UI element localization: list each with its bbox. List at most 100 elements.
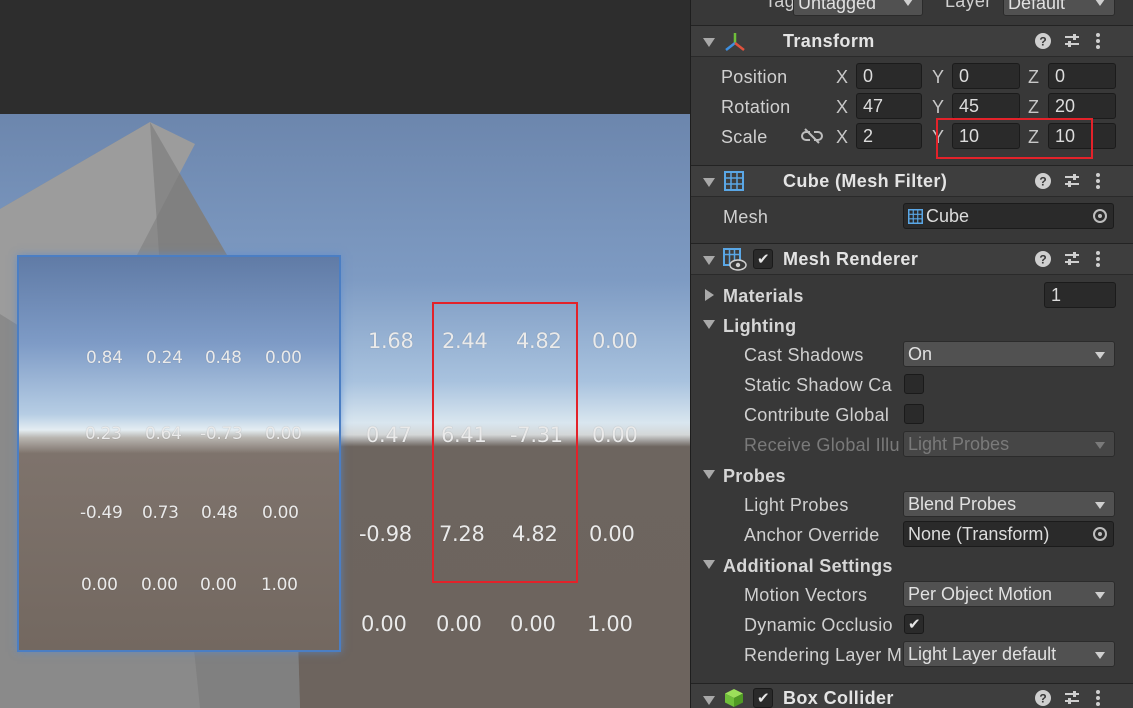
mesh-object-field[interactable]: Cube [903, 203, 1114, 229]
scene-top-bar [0, 0, 690, 114]
mesh-renderer-enabled-checkbox[interactable]: ✔ [753, 249, 773, 269]
collapse-triangle-icon[interactable] [703, 256, 715, 265]
scale-z-input[interactable]: 10 [1048, 123, 1116, 149]
checkmark-icon: ✔ [757, 690, 770, 707]
mesh-filter-header[interactable]: Cube (Mesh Filter) ? [691, 165, 1133, 197]
layer-value: Default [1008, 0, 1066, 13]
position-y-input[interactable]: 0 [952, 63, 1020, 89]
additional-settings-label[interactable]: Additional Settings [723, 556, 893, 576]
svg-text:?: ? [1039, 253, 1046, 267]
receive-gi-dropdown: Light Probes [903, 431, 1115, 457]
big-matrix-cell: 4.82 [516, 329, 562, 353]
motion-vectors-label: Motion Vectors [744, 585, 868, 605]
small-matrix-cell: 0.00 [200, 575, 237, 595]
collapse-triangle-icon[interactable] [703, 560, 715, 569]
cast-shadows-label: Cast Shadows [744, 345, 864, 365]
light-probes-dropdown[interactable]: Blend Probes [903, 491, 1115, 517]
static-shadow-checkbox[interactable] [904, 374, 924, 394]
object-picker-icon[interactable] [1093, 209, 1107, 223]
motion-vectors-dropdown[interactable]: Per Object Motion [903, 581, 1115, 607]
big-matrix-cell: 0.00 [361, 612, 407, 636]
scale-y-input[interactable]: 10 [952, 123, 1020, 149]
lighting-label[interactable]: Lighting [723, 316, 797, 336]
contribute-gi-checkbox[interactable] [904, 404, 924, 424]
mesh-renderer-icon [723, 248, 747, 277]
contribute-gi-label: Contribute Global [744, 405, 890, 425]
scale-x-axis-label[interactable]: X [836, 127, 849, 147]
more-options-icon[interactable] [1095, 689, 1101, 708]
tag-dropdown[interactable]: Untagged [793, 0, 923, 16]
collapse-triangle-icon[interactable] [703, 178, 715, 187]
position-z-input[interactable]: 0 [1048, 63, 1116, 89]
anchor-override-field[interactable]: None (Transform) [903, 521, 1114, 547]
layer-label: Layer [945, 0, 992, 11]
presets-icon[interactable] [1063, 32, 1081, 55]
scene-viewport[interactable]: 0.84 0.24 0.48 0.00 0.23 0.64 -0.73 0.00… [0, 114, 690, 708]
help-icon[interactable]: ? [1034, 689, 1052, 708]
big-matrix-cell: 0.00 [436, 612, 482, 636]
big-matrix-cell: 1.00 [587, 612, 633, 636]
mesh-renderer-title: Mesh Renderer [783, 249, 919, 269]
small-matrix-cell: 0.00 [265, 424, 302, 444]
materials-label[interactable]: Materials [723, 286, 804, 306]
more-options-icon[interactable] [1095, 172, 1101, 195]
rotation-z-input[interactable]: 20 [1048, 93, 1116, 119]
expand-triangle-icon[interactable] [705, 289, 714, 301]
probes-label[interactable]: Probes [723, 466, 786, 486]
presets-icon[interactable] [1063, 172, 1081, 195]
more-options-icon[interactable] [1095, 32, 1101, 55]
box-collider-header[interactable]: ✔ Box Collider ? [691, 683, 1133, 708]
position-x-input[interactable]: 0 [856, 63, 922, 89]
tag-label: Tag [765, 0, 795, 11]
big-matrix-cell: 0.47 [366, 423, 412, 447]
rendering-layer-mask-dropdown[interactable]: Light Layer default [903, 641, 1115, 667]
position-y-axis-label[interactable]: Y [932, 67, 945, 87]
position-x-axis-label[interactable]: X [836, 67, 849, 87]
tag-value: Untagged [798, 0, 877, 13]
help-icon[interactable]: ? [1034, 32, 1052, 55]
inspector-panel: Tag Untagged Layer Default Transform ? [690, 0, 1133, 708]
rotation-x-axis-label[interactable]: X [836, 97, 849, 117]
object-picker-icon[interactable] [1093, 527, 1107, 541]
motion-vectors-value: Per Object Motion [908, 584, 1053, 604]
rotation-y-input[interactable]: 45 [952, 93, 1020, 119]
receive-gi-label: Receive Global Illu [744, 435, 900, 455]
position-z-axis-label[interactable]: Z [1028, 67, 1039, 87]
cast-shadows-dropdown[interactable]: On [903, 341, 1115, 367]
small-matrix-cell: 0.00 [141, 575, 178, 595]
collapse-triangle-icon[interactable] [703, 470, 715, 479]
big-matrix-cell: 7.28 [439, 522, 485, 546]
small-matrix-cell: 0.00 [81, 575, 118, 595]
rotation-z-axis-label[interactable]: Z [1028, 97, 1039, 117]
mesh-renderer-header[interactable]: ✔ Mesh Renderer ? [691, 243, 1133, 275]
collapse-triangle-icon[interactable] [703, 320, 715, 329]
scale-z-axis-label[interactable]: Z [1028, 127, 1039, 147]
transform-icon [723, 31, 747, 58]
rotation-y-axis-label[interactable]: Y [932, 97, 945, 117]
small-matrix-cell: 0.00 [265, 348, 302, 368]
scale-y-axis-label[interactable]: Y [932, 127, 945, 147]
more-options-icon[interactable] [1095, 250, 1101, 273]
transform-header[interactable]: Transform ? [691, 25, 1133, 57]
help-icon[interactable]: ? [1034, 172, 1052, 195]
big-matrix-cell: 0.00 [510, 612, 556, 636]
transform-title: Transform [783, 31, 875, 51]
presets-icon[interactable] [1063, 250, 1081, 273]
big-matrix-cell: 4.82 [512, 522, 558, 546]
box-collider-enabled-checkbox[interactable]: ✔ [753, 688, 773, 708]
layer-dropdown[interactable]: Default [1003, 0, 1115, 16]
rotation-x-input[interactable]: 47 [856, 93, 922, 119]
light-probes-label: Light Probes [744, 495, 849, 515]
scale-x-input[interactable]: 2 [856, 123, 922, 149]
constrain-proportions-icon[interactable] [801, 127, 823, 150]
collapse-triangle-icon[interactable] [703, 696, 715, 705]
highlight-box-scale-yz [936, 118, 1093, 159]
dynamic-occlusion-checkbox[interactable]: ✔ [904, 614, 924, 634]
static-shadow-label: Static Shadow Ca [744, 375, 892, 395]
anchor-override-value: None (Transform) [908, 524, 1050, 544]
big-matrix-cell: 6.41 [441, 423, 487, 447]
collapse-triangle-icon[interactable] [703, 38, 715, 47]
materials-count-input[interactable]: 1 [1044, 282, 1116, 308]
presets-icon[interactable] [1063, 689, 1081, 708]
help-icon[interactable]: ? [1034, 250, 1052, 273]
